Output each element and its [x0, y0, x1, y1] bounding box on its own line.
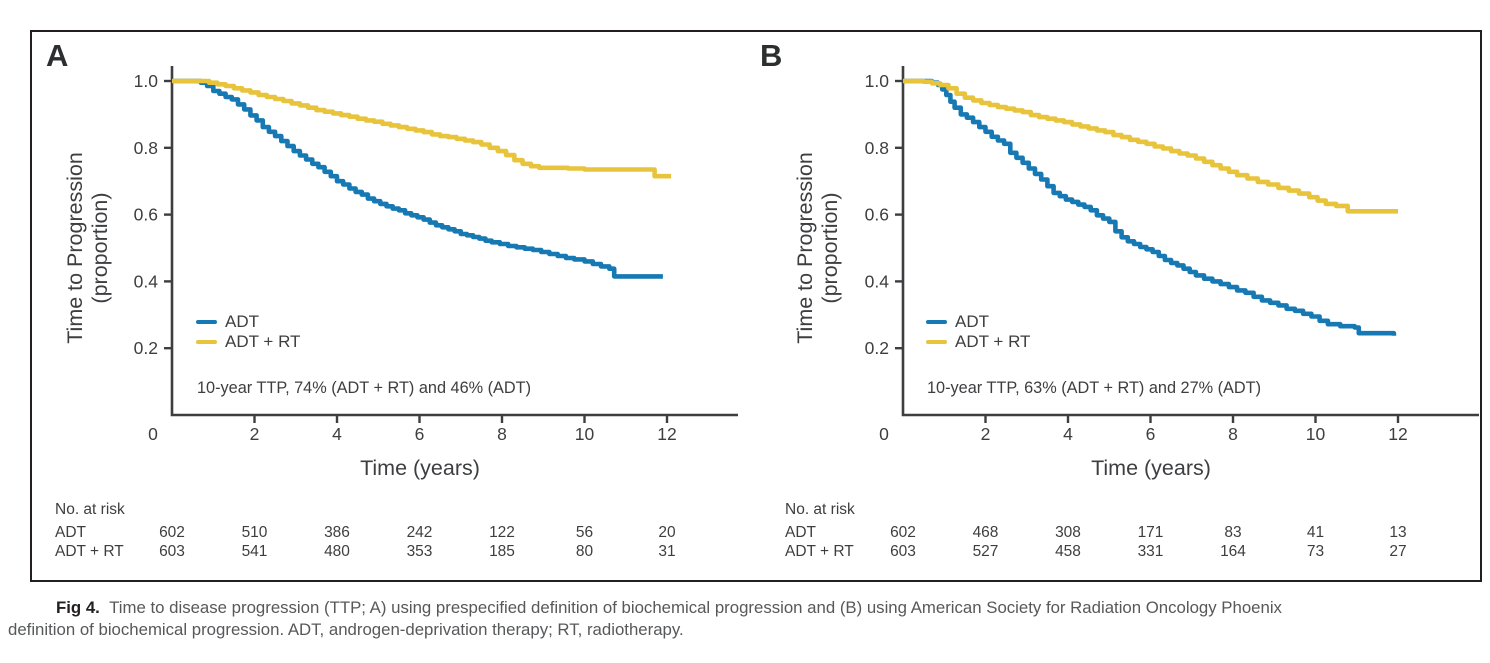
- y-tick-label: 1.0: [865, 71, 890, 91]
- panel-a-legend-item-adt: ADT: [196, 312, 259, 331]
- risk-value: 468: [972, 524, 999, 541]
- y-tick-label: 0.4: [134, 271, 159, 291]
- x-tick-label: 4: [1063, 424, 1073, 444]
- y-tick-label: 0.8: [865, 138, 889, 158]
- risk-value: 164: [1220, 543, 1246, 560]
- adt-legend-label: ADT: [955, 312, 989, 331]
- risk-value: 480: [324, 543, 350, 560]
- y-tick-label: 0.8: [134, 138, 158, 158]
- x-tick-label: 12: [657, 424, 676, 444]
- panel-b-ttp-annotation: 10-year TTP, 63% (ADT + RT) and 27% (ADT…: [927, 379, 1262, 397]
- axis-line: [170, 66, 738, 417]
- km-panel-b: 0 2 4 6 8 10 12 1.0 0.8 0.6 0.4 0.2: [865, 66, 1479, 444]
- x-tick-label: 10: [1306, 424, 1326, 444]
- adt-rt-legend-swatch: [926, 339, 947, 345]
- axis-line: [901, 66, 1479, 417]
- km-curve-adt: [903, 78, 1397, 336]
- adt-rt-legend-swatch: [196, 339, 217, 345]
- adt-legend-swatch: [196, 319, 217, 325]
- panel-b-legend-item-adt-rt: ADT + RT: [926, 332, 1031, 351]
- risk-value: 171: [1137, 524, 1164, 541]
- panel-b-legend-item-adt: ADT: [926, 312, 989, 331]
- figure-caption-text-line1: Time to disease progression (TTP; A) usi…: [109, 598, 1282, 617]
- figure-caption: Fig 4. Time to disease progression (TTP;…: [8, 597, 1482, 641]
- adt-rt-legend-label: ADT + RT: [955, 332, 1031, 351]
- panel-a-legend-item-adt-rt: ADT + RT: [196, 332, 301, 351]
- x-tick-label: 0: [148, 424, 158, 444]
- panel-a-letter: A: [46, 38, 69, 73]
- risk-value: 185: [489, 543, 515, 560]
- risk-value: 510: [241, 524, 268, 541]
- y-tick-label: 0.6: [134, 205, 158, 225]
- risk-value: 73: [1306, 543, 1325, 560]
- x-tick-label: 8: [497, 424, 507, 444]
- y-tick-label: 0.2: [134, 338, 158, 358]
- adt-legend-swatch: [926, 319, 947, 325]
- panel-b-letter: B: [760, 38, 783, 73]
- risk-value: 27: [1389, 543, 1407, 560]
- panel-b-y-axis-title: Time to Progression (proportion): [793, 152, 842, 344]
- risk-value: 242: [406, 524, 433, 541]
- figure-caption-label: Fig 4.: [56, 598, 100, 617]
- risk-value: 122: [489, 524, 515, 541]
- km-panel-a: 0 2 4 6 8 10 12 1.0 0.8 0.6 0.4 0.2: [134, 66, 738, 444]
- x-tick-label: 6: [415, 424, 425, 444]
- risk-value: 80: [575, 543, 594, 560]
- y-tick-label: 0.4: [865, 271, 890, 291]
- risk-value: 458: [1055, 543, 1081, 560]
- risk-table-title: No. at risk: [785, 501, 855, 518]
- risk-value: 602: [159, 524, 185, 541]
- km-curve-adt-rt: [172, 78, 672, 179]
- adt-legend-label: ADT: [225, 312, 259, 331]
- risk-value: 56: [575, 524, 594, 541]
- panel-a-x-axis-title: Time (years): [360, 456, 480, 480]
- x-tick-label: 8: [1228, 424, 1238, 444]
- risk-value: 41: [1306, 524, 1325, 541]
- risk-value: 603: [890, 543, 916, 560]
- risk-row-label: ADT: [55, 524, 86, 541]
- figure-border: [30, 30, 1482, 582]
- risk-value: 83: [1224, 524, 1242, 541]
- x-tick-label: 2: [981, 424, 991, 444]
- risk-value: 603: [159, 543, 185, 560]
- figure-caption-text-line2: definition of biochemical progression. A…: [8, 620, 684, 639]
- y-tick-label: 0.2: [865, 338, 889, 358]
- x-tick-label: 2: [250, 424, 260, 444]
- x-tick-label: 4: [332, 424, 342, 444]
- risk-value: 602: [890, 524, 916, 541]
- y-tick-label: 1.0: [134, 71, 159, 91]
- panel-a-ttp-annotation: 10-year TTP, 74% (ADT + RT) and 46% (ADT…: [197, 379, 532, 397]
- risk-value: 353: [406, 543, 433, 560]
- x-tick-label: 0: [879, 424, 889, 444]
- x-tick-label: 10: [575, 424, 595, 444]
- adt-rt-legend-label: ADT + RT: [225, 332, 301, 351]
- risk-value: 31: [658, 543, 676, 560]
- risk-value: 541: [241, 543, 268, 560]
- x-tick-label: 6: [1146, 424, 1156, 444]
- risk-value: 13: [1389, 524, 1407, 541]
- panel-a-y-axis-title: Time to Progression (proportion): [63, 152, 112, 344]
- risk-value: 527: [972, 543, 999, 560]
- risk-table-title: No. at risk: [55, 501, 125, 518]
- risk-value: 331: [1137, 543, 1164, 560]
- risk-row-label: ADT: [785, 524, 816, 541]
- risk-row-label: ADT + RT: [55, 543, 124, 560]
- risk-value: 386: [324, 524, 350, 541]
- x-tick-label: 12: [1388, 424, 1407, 444]
- km-curve-adt: [172, 78, 663, 279]
- km-curve-adt-rt: [903, 78, 1398, 214]
- panel-b-x-axis-title: Time (years): [1091, 456, 1211, 480]
- risk-value: 308: [1055, 524, 1081, 541]
- risk-row-label: ADT + RT: [785, 543, 854, 560]
- risk-value: 20: [658, 524, 676, 541]
- y-tick-label: 0.6: [865, 205, 889, 225]
